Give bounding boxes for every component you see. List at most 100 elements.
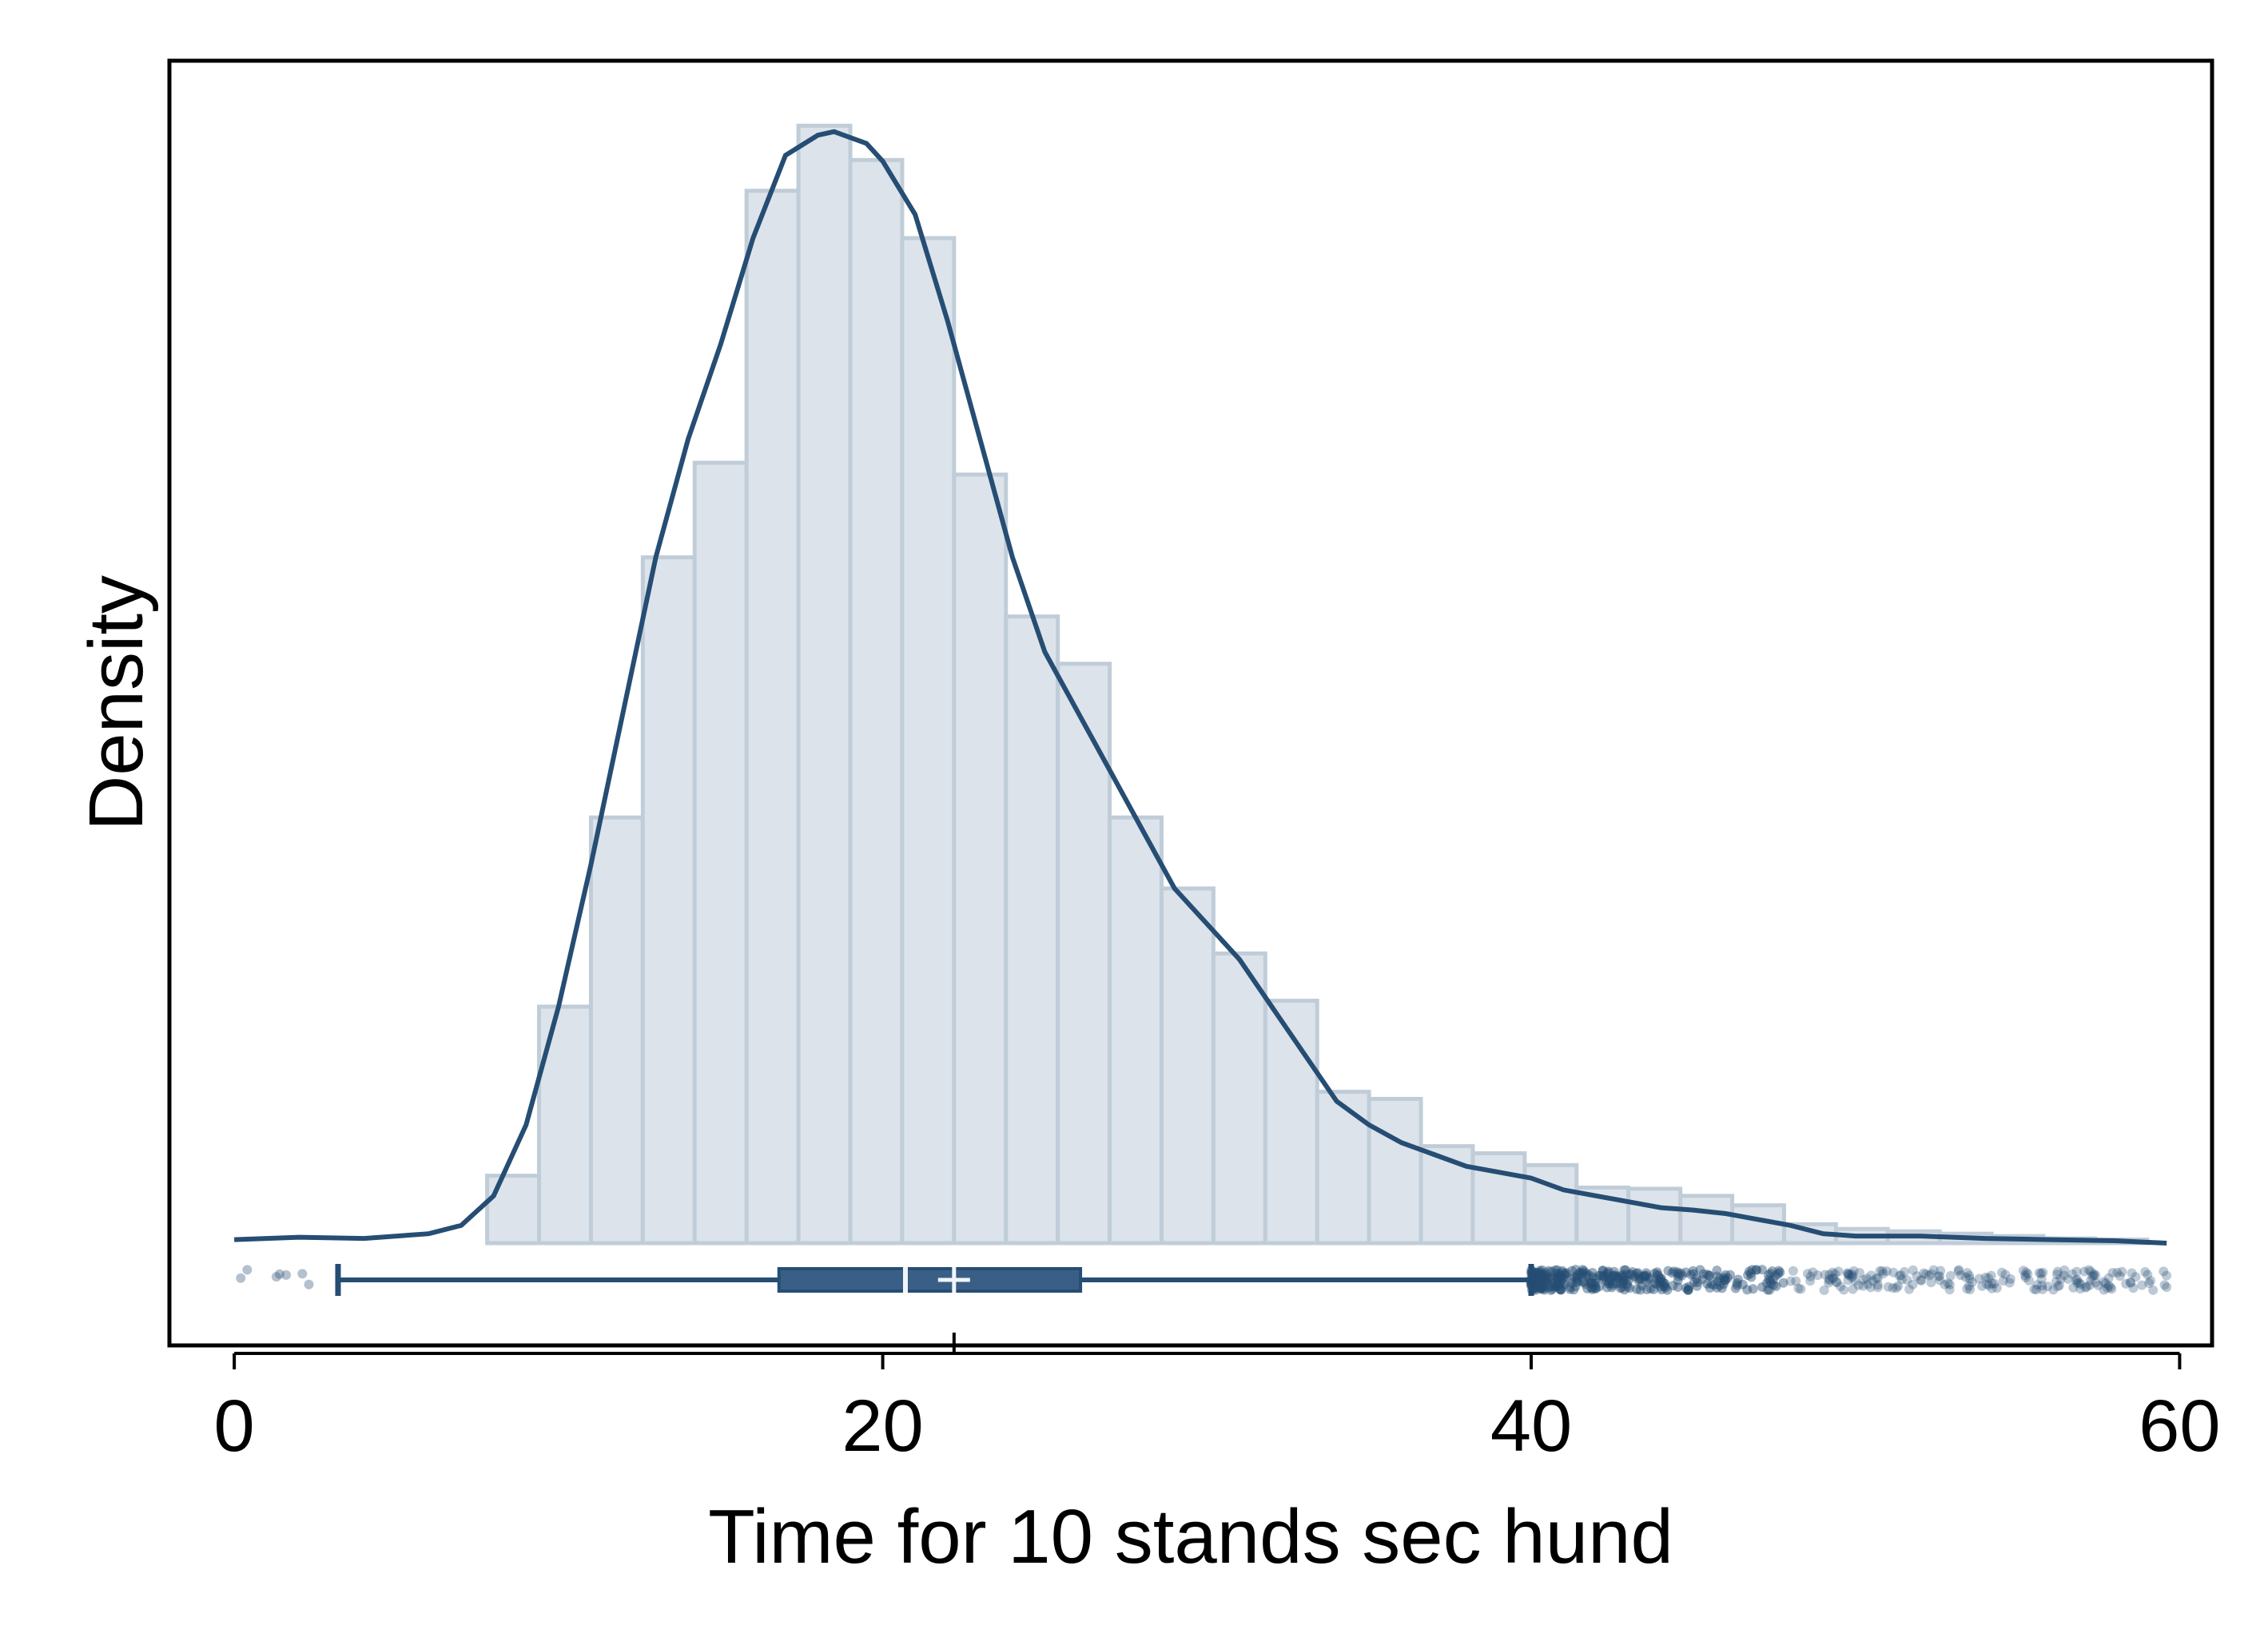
outlier-point: [2018, 1266, 2028, 1276]
outlier-point: [2080, 1282, 2091, 1293]
outlier-point: [1535, 1277, 1546, 1288]
outlier-point: [1896, 1274, 1907, 1285]
outlier-point: [2036, 1269, 2047, 1279]
outlier-point: [1582, 1271, 1592, 1281]
outlier-point: [1935, 1271, 1945, 1281]
outlier-point: [1556, 1284, 1566, 1294]
outlier-point: [1872, 1273, 1883, 1283]
histogram-bar: [848, 157, 905, 1246]
outlier-point: [1893, 1281, 1904, 1291]
outlier-point: [1693, 1277, 1703, 1287]
outlier-point: [304, 1279, 314, 1289]
outlier-point: [1830, 1269, 1840, 1279]
outlier-point: [1943, 1278, 1953, 1289]
outlier-point: [1677, 1270, 1687, 1281]
outlier-point: [2052, 1270, 2063, 1280]
outlier-point: [1587, 1278, 1598, 1289]
outlier-point: [1618, 1275, 1629, 1285]
outlier-point: [2059, 1270, 2069, 1281]
outlier-point: [1526, 1267, 1537, 1277]
outlier-point: [1609, 1266, 1619, 1277]
outlier-point: [1964, 1274, 1975, 1284]
outlier-point: [2162, 1282, 2172, 1293]
outlier-point: [2148, 1285, 2159, 1295]
outlier-point: [1621, 1265, 1631, 1275]
outlier-point: [1618, 1277, 1629, 1287]
outlier-point: [1618, 1272, 1629, 1282]
outlier-point: [1683, 1285, 1693, 1295]
outlier-point: [1532, 1280, 1542, 1290]
outlier-point: [1692, 1281, 1702, 1291]
outlier-point: [2034, 1268, 2044, 1278]
outlier-point: [1858, 1281, 1868, 1291]
outlier-point: [1541, 1277, 1551, 1287]
outlier-point: [1546, 1266, 1557, 1277]
outlier-point: [1926, 1269, 1936, 1279]
outlier-point: [1535, 1267, 1546, 1277]
outlier-point: [1936, 1266, 1946, 1276]
outlier-point: [1842, 1268, 1852, 1278]
outlier-point: [2088, 1269, 2099, 1279]
outlier-point: [1537, 1265, 1547, 1275]
outlier-point: [1805, 1276, 1816, 1286]
histogram-bar: [1108, 815, 1164, 1246]
outlier-point: [1526, 1280, 1537, 1290]
histogram-bar: [1367, 1096, 1423, 1246]
outlier-point: [1612, 1271, 1622, 1281]
outlier-point: [1688, 1266, 1698, 1276]
outlier-point: [1529, 1275, 1539, 1285]
outlier-point: [1574, 1268, 1585, 1278]
outlier-point: [2082, 1281, 2092, 1292]
outlier-point: [1863, 1279, 1873, 1289]
outlier-point: [1944, 1285, 1955, 1295]
outlier-point: [1552, 1281, 1562, 1291]
outlier-point: [2000, 1270, 2011, 1280]
outlier-point: [1962, 1268, 1972, 1278]
histogram-bar: [1159, 886, 1216, 1246]
outlier-point: [1984, 1280, 1994, 1290]
outlier-point: [1683, 1285, 1693, 1295]
outlier-point: [2099, 1285, 2109, 1295]
outlier-point: [1844, 1270, 1855, 1280]
outlier-point: [1598, 1270, 1608, 1281]
outlier-point: [1998, 1276, 2008, 1286]
outlier-point: [1828, 1267, 1838, 1277]
outlier-point: [1745, 1268, 1756, 1278]
outlier-point: [1991, 1283, 2002, 1293]
outlier-point: [1587, 1267, 1598, 1277]
outlier-point: [1608, 1278, 1618, 1289]
outlier-point: [2103, 1281, 2114, 1291]
outlier-point: [1531, 1273, 1542, 1283]
outlier-point: [1872, 1282, 1883, 1293]
outlier-point: [1858, 1274, 1868, 1285]
outlier-point: [2037, 1281, 2047, 1291]
outlier-point: [1791, 1276, 1801, 1286]
outlier-point: [1625, 1269, 1636, 1279]
outlier-point: [1549, 1281, 1559, 1292]
outlier-point: [1866, 1270, 1876, 1281]
outlier-point: [2067, 1269, 2078, 1279]
histogram-bar: [744, 189, 801, 1246]
outlier-point: [1872, 1280, 1883, 1290]
outlier-point: [1526, 1278, 1537, 1289]
outlier-point: [1658, 1277, 1669, 1288]
outlier-point: [1967, 1277, 1977, 1287]
outlier-point: [1536, 1281, 1546, 1292]
outlier-point: [1586, 1282, 1596, 1293]
outlier-point: [274, 1269, 284, 1279]
outlier-point: [1685, 1270, 1696, 1280]
outlier-point: [1554, 1280, 1565, 1290]
outlier-point: [1526, 1277, 1537, 1288]
outlier-point: [1632, 1268, 1642, 1278]
outlier-point: [1590, 1283, 1601, 1293]
outlier-point: [1748, 1284, 1758, 1294]
outlier-point: [1624, 1274, 1634, 1285]
outlier-point: [1533, 1270, 1543, 1280]
outlier-point: [2051, 1277, 2061, 1287]
outlier-point: [1539, 1276, 1550, 1286]
outlier-point: [1572, 1272, 1582, 1282]
outlier-point: [1572, 1277, 1582, 1287]
outlier-point: [2005, 1274, 2015, 1284]
outlier-point: [1639, 1270, 1649, 1281]
outlier-point: [1908, 1279, 1918, 1289]
